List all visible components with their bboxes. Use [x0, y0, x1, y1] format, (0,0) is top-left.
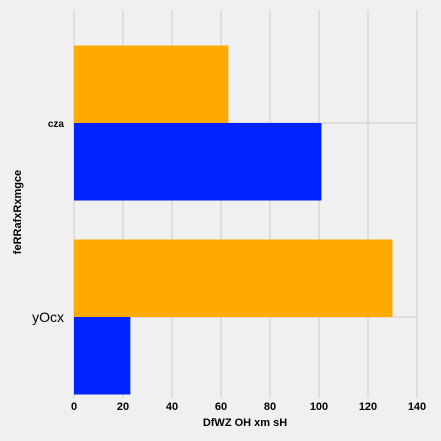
x-tick-label: 140 [408, 401, 426, 413]
x-tick-label: 20 [117, 401, 129, 413]
bars [74, 45, 393, 395]
x-tick-label: 0 [71, 401, 77, 413]
x-tick-label: 80 [264, 401, 276, 413]
y-tick-label: yOcx [32, 309, 64, 325]
x-axis-label: DfWZ OH xm sH [203, 417, 287, 429]
x-tick-label: 120 [359, 401, 377, 413]
x-tick-labels: 0 20 40 60 80 100 120 140 [71, 401, 426, 413]
x-tick-label: 100 [310, 401, 328, 413]
y-tick-labels: yOcx cza [32, 119, 64, 325]
bar-series-0-yOcx [74, 317, 131, 395]
x-tick-label: 60 [215, 401, 227, 413]
bar-series-1-yOcx [74, 239, 393, 317]
bar-series-0-cza [74, 123, 322, 201]
x-tick-label: 40 [166, 401, 178, 413]
y-tick-label: cza [48, 119, 65, 130]
y-axis-label: feRRafxRxmgce [12, 170, 24, 254]
bar-series-1-cza [74, 45, 229, 123]
